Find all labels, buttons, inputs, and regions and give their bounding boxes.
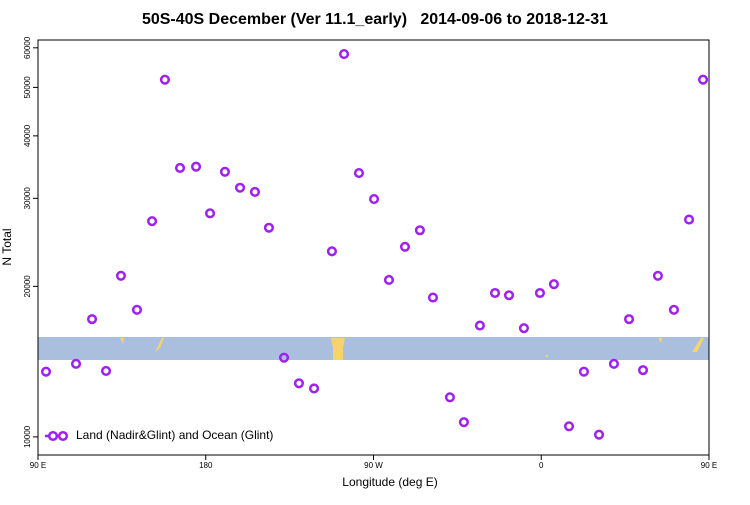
point (458, 417, 469, 428)
point (234, 182, 246, 193)
point (263, 222, 274, 233)
point (652, 270, 663, 281)
point (578, 366, 589, 377)
point (503, 290, 515, 301)
point (100, 365, 112, 376)
x-tick-label: 90 E (701, 461, 717, 470)
point (474, 320, 485, 331)
point (353, 168, 365, 179)
point (383, 274, 395, 286)
point (637, 365, 649, 376)
point (399, 241, 411, 252)
point (191, 161, 202, 172)
point (174, 162, 186, 174)
legend-label: Land (Nadir&Glint) and Ocean (Glint) (76, 428, 273, 442)
point (623, 314, 635, 325)
x-tick-label: 180 (199, 461, 213, 470)
legend-marker (47, 430, 59, 442)
point (40, 366, 52, 377)
point (563, 421, 575, 432)
point (489, 287, 501, 299)
plot-frame (37, 39, 710, 456)
y-tick-label: 40000 (23, 124, 32, 147)
ocean-band (38, 337, 709, 360)
point (147, 216, 158, 227)
point (608, 358, 619, 369)
point (131, 304, 143, 315)
point (308, 383, 320, 394)
point (115, 270, 126, 281)
point (444, 392, 455, 403)
x-tick-label: 0 (539, 461, 544, 470)
x-tick-label: 90 E (30, 461, 46, 470)
map-strip (38, 337, 709, 360)
point (369, 194, 380, 205)
y-tick-label: 20000 (23, 275, 32, 298)
x-axis-label: Longitude (deg E) (342, 475, 437, 489)
point (339, 49, 350, 60)
y-tick-label: 30000 (23, 187, 32, 210)
point (87, 314, 98, 325)
point (326, 246, 337, 257)
y-tick-label: 60000 (23, 36, 32, 59)
point (414, 225, 425, 236)
point (518, 323, 529, 334)
point (293, 378, 304, 389)
legend-marker (57, 430, 69, 442)
point (534, 287, 545, 299)
y-axis-label: N Total (0, 228, 14, 265)
point (548, 279, 559, 290)
point (684, 214, 695, 225)
point (70, 358, 82, 369)
point (249, 186, 261, 197)
y-tick-label: 10000 (23, 425, 32, 448)
point (668, 304, 680, 315)
point (697, 74, 709, 85)
point (593, 429, 605, 440)
point (204, 208, 216, 219)
point (278, 352, 290, 363)
y-tick-label: 50000 (23, 76, 32, 99)
point (219, 166, 230, 177)
x-tick-label: 90 W (364, 461, 383, 470)
point (427, 292, 439, 303)
point (159, 74, 170, 85)
chart-title: 50S-40S December (Ver 11.1_early) 2014-0… (142, 11, 608, 28)
